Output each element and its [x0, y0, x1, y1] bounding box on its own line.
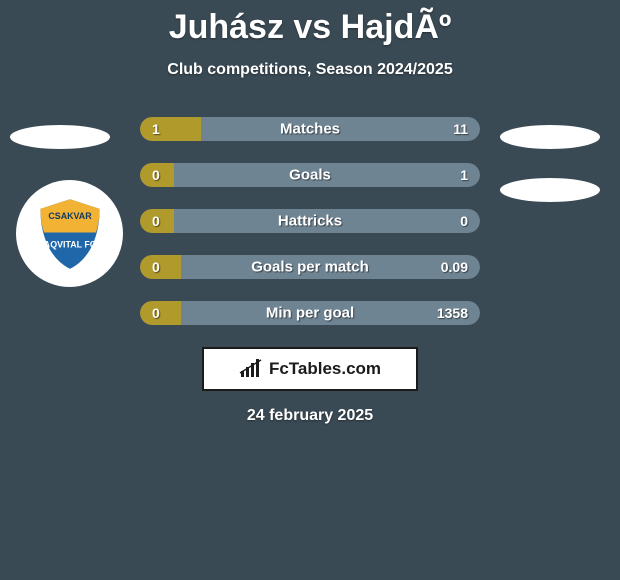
bar-value-left: 0 — [152, 259, 160, 275]
page-subtitle: Club competitions, Season 2024/2025 — [0, 61, 620, 79]
comparison-bars: 1 Matches 11 0 Goals 1 0 Hattricks 0 0 Goals per m… — [0, 117, 620, 325]
bar-label: Min per goal — [266, 305, 354, 322]
stat-bar: 0 Goals per match 0.09 — [140, 255, 480, 279]
bar-left-segment — [140, 301, 181, 325]
stat-bar: 0 Min per goal 1358 — [140, 301, 480, 325]
bar-chart-icon — [239, 359, 263, 379]
stat-bar: 0 Goals 1 — [140, 163, 480, 187]
bar-value-left: 0 — [152, 167, 160, 183]
bar-value-right: 0 — [460, 213, 468, 229]
branding-label: FcTables.com — [269, 359, 381, 379]
bar-value-left: 1 — [152, 121, 160, 137]
bar-value-left: 0 — [152, 213, 160, 229]
date-label: 24 february 2025 — [0, 407, 620, 425]
bar-label: Goals per match — [251, 259, 369, 276]
stat-bar: 0 Hattricks 0 — [140, 209, 480, 233]
bar-value-right: 0.09 — [441, 259, 468, 275]
bar-label: Goals — [289, 167, 331, 184]
page-title: Juhász vs HajdÃº — [0, 0, 620, 47]
bar-label: Hattricks — [278, 213, 342, 230]
stat-bar: 1 Matches 11 — [140, 117, 480, 141]
bar-value-right: 11 — [453, 121, 468, 137]
bar-left-segment — [140, 255, 181, 279]
branding-box: FcTables.com — [202, 347, 418, 391]
bar-value-right: 1 — [460, 167, 468, 183]
bar-left-segment — [140, 117, 201, 141]
bar-value-right: 1358 — [437, 305, 468, 321]
bar-label: Matches — [280, 121, 340, 138]
bar-value-left: 0 — [152, 305, 160, 321]
